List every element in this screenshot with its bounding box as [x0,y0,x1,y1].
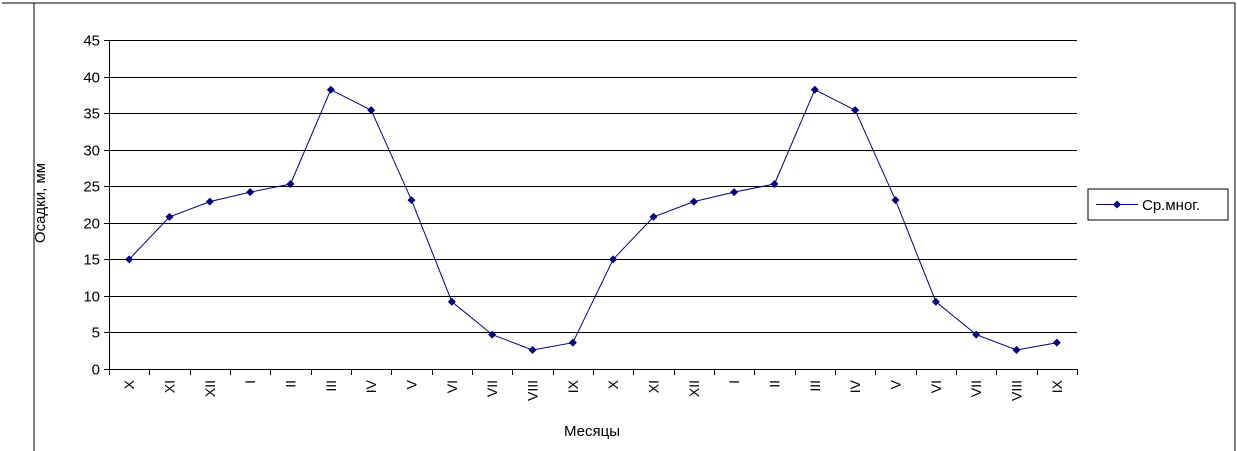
y-tick-label: 20 [83,216,100,233]
data-point [770,180,779,189]
series-markers [125,85,1061,354]
x-tick-label: II [283,380,299,388]
data-point [125,255,134,264]
data-point [609,255,618,264]
x-tick-label: VI [444,380,460,393]
x-tick-label: VII [484,380,500,397]
y-tick-label: 0 [92,362,100,379]
data-point [649,212,658,221]
y-tick-label: 35 [83,106,100,123]
legend-label: Ср.мног. [1142,197,1200,214]
x-tick-label: III [323,380,339,392]
data-point [326,85,335,94]
x-tick-label: X [121,379,137,389]
data-point [568,338,577,347]
y-tick-labels: 0 5 10 15 20 25 30 35 40 45 [83,33,100,379]
x-tick-label: III [807,380,823,392]
data-point [205,197,214,206]
axes [104,40,1078,375]
x-tick-label: XI [162,380,178,393]
y-tick-label: 5 [92,325,100,342]
data-point [165,212,174,221]
y-tick-label: 15 [83,252,100,269]
x-tick-labels: X XI XII I II III IV V VI VII VIII IX X XI XII I II III IV… [121,379,1065,401]
y-tick-label: 10 [83,289,100,306]
data-point [447,297,456,306]
x-tick-label: XII [686,380,702,397]
data-point [528,345,537,354]
x-axis-title: Месяцы [564,423,620,440]
data-point [488,330,497,339]
legend-marker-sample [1113,200,1121,209]
data-point [689,197,698,206]
data-point [1012,345,1021,354]
x-tick-label: VI [928,380,944,393]
data-point [407,196,416,205]
x-tick-label: II [767,380,783,388]
grid-lines [109,40,1077,333]
x-tick-label: XI [646,380,662,393]
y-tick-label: 40 [83,70,100,87]
x-tick-label: IX [1049,379,1065,393]
data-point [851,106,860,115]
data-point [891,196,900,205]
x-tick-label: V [404,379,420,389]
x-tick-label: I [726,380,742,384]
data-point [286,180,295,189]
x-tick-label: VIII [525,380,541,401]
x-tick-label: VII [968,380,984,397]
legend: Ср.мног. [1087,188,1229,221]
x-tick-label: IX [565,379,581,393]
x-tick-label: I [242,380,258,384]
data-point [730,188,739,197]
data-point [972,330,981,339]
y-tick-label: 25 [83,179,100,196]
series-line-0 [128,89,1057,351]
data-point [931,297,940,306]
data-point [367,106,376,115]
x-tick-label: V [888,379,904,389]
y-tick-label: 30 [83,143,100,160]
x-tick-label: IV [363,379,379,393]
x-tick-label: VIII [1009,380,1025,401]
series-lines [128,89,1057,351]
data-point [246,188,255,197]
data-point [810,85,819,94]
x-tick-label: IV [847,379,863,393]
x-tick-label: X [605,379,621,389]
y-axis-title: Осадки, мм [32,163,49,243]
x-tick-label: XII [202,380,218,397]
data-point [1052,338,1061,347]
y-tick-label: 45 [83,33,100,50]
